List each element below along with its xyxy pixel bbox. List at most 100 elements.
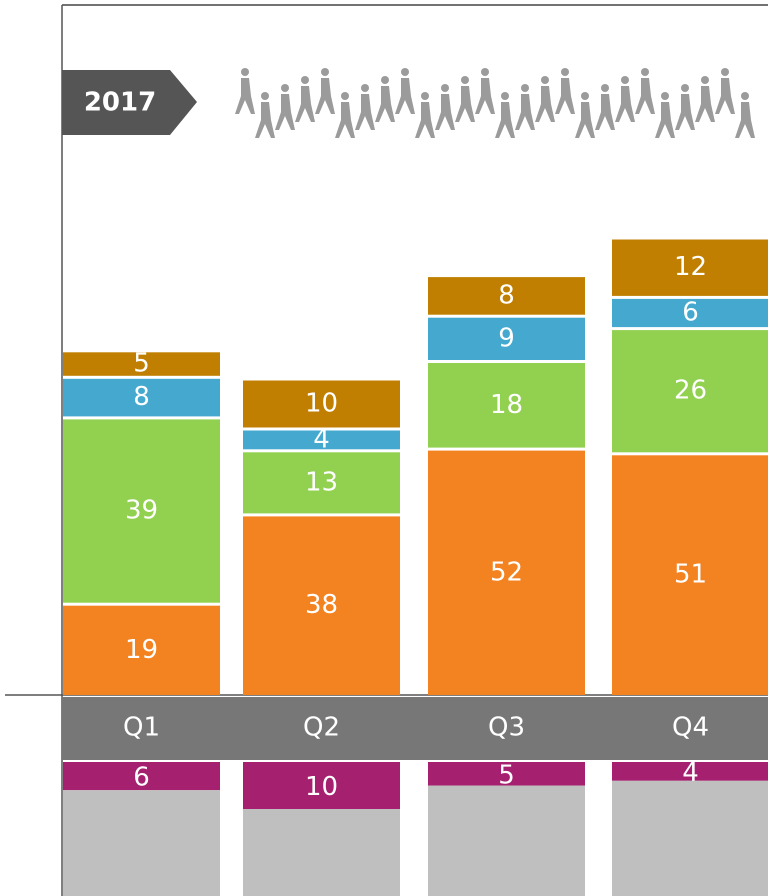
person-head [601,84,609,92]
person-head [261,92,269,100]
person-head [501,92,509,100]
bar-segment [243,380,400,428]
bar-segment [243,516,400,695]
person-head [641,68,649,76]
person-body [355,94,375,130]
data-label: 4 [313,424,330,454]
below-bar [243,762,400,809]
data-label: 8 [498,280,515,310]
person-body [575,102,595,138]
data-label: 13 [305,467,338,497]
data-label: 5 [133,349,150,379]
person-head [441,84,449,92]
bar-segment [612,298,768,328]
person-head [621,76,629,84]
person-head [241,68,249,76]
data-label: 19 [125,635,158,665]
person-body [615,86,635,122]
person-head [361,84,369,92]
data-label: 10 [305,772,338,802]
person-head [541,76,549,84]
person-body [295,86,315,122]
person-head [581,92,589,100]
person-body [695,86,715,122]
data-label: 6 [682,298,699,328]
data-label: 26 [674,376,707,406]
person-body [555,78,575,114]
person-head [741,92,749,100]
bar-segment [428,277,585,315]
gray-fill [243,809,400,896]
person-head [401,68,409,76]
data-label: 8 [133,382,150,412]
person-body [675,94,695,130]
person-head [561,68,569,76]
person-body [455,86,475,122]
people-icons [235,68,755,138]
person-head [281,84,289,92]
bar-segment [63,378,220,417]
person-head [461,76,469,84]
person-body [375,86,395,122]
person-body [495,102,515,138]
person-head [381,76,389,84]
bar-segment [612,239,768,296]
person-body [475,78,495,114]
person-head [341,92,349,100]
person-body [735,102,755,138]
data-label: 5 [498,760,515,790]
data-label: 12 [674,252,707,282]
person-body [535,86,555,122]
person-body [715,78,735,114]
person-body [275,94,295,130]
person-head [481,68,489,76]
below-bar [428,762,585,786]
data-label: 18 [490,390,523,420]
person-body [235,78,255,114]
person-body [635,78,655,114]
data-label: 38 [305,590,338,620]
category-band [62,697,768,760]
x-tick-label: Q4 [672,713,709,743]
person-body [655,102,675,138]
person-head [661,92,669,100]
bar-segment [243,452,400,514]
person-head [681,84,689,92]
bar-segment [612,455,768,695]
person-body [315,78,335,114]
data-label: 51 [674,560,707,590]
person-body [395,78,415,114]
bar-segment [428,317,585,360]
person-body [255,102,275,138]
gray-fill [612,780,768,896]
data-label: 6 [133,763,150,793]
data-label: 4 [682,758,699,788]
x-tick-label: Q3 [488,713,525,743]
below-bar [63,762,220,791]
person-head [701,76,709,84]
person-body [415,102,435,138]
x-tick-label: Q2 [303,713,340,743]
person-body [515,94,535,130]
person-head [521,84,529,92]
bar-segment [63,605,220,695]
x-tick-label: Q1 [123,713,160,743]
bar-segment [428,363,585,448]
data-label: 9 [498,323,515,353]
bar-segment [612,330,768,453]
gray-fill [63,790,220,896]
bar-segment [243,430,400,450]
data-label: 39 [125,496,158,526]
person-body [335,102,355,138]
below-bar [612,762,768,781]
year-tag [62,70,197,135]
data-label: 52 [490,557,523,587]
person-head [421,92,429,100]
person-body [595,94,615,130]
person-head [321,68,329,76]
bar-segment [63,352,220,376]
bar-segment [428,450,585,695]
year-label: 2017 [84,88,156,118]
